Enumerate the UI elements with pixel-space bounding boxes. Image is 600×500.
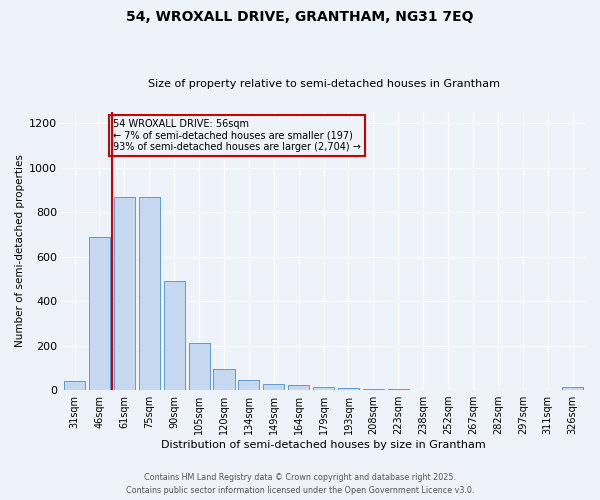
X-axis label: Distribution of semi-detached houses by size in Grantham: Distribution of semi-detached houses by … [161,440,486,450]
Y-axis label: Number of semi-detached properties: Number of semi-detached properties [15,154,25,348]
Bar [288,385,309,390]
Bar [164,281,185,390]
Bar [139,196,160,390]
Text: 54, WROXALL DRIVE, GRANTHAM, NG31 7EQ: 54, WROXALL DRIVE, GRANTHAM, NG31 7EQ [126,10,474,24]
Bar [263,384,284,390]
Bar [313,388,334,390]
Text: 54 WROXALL DRIVE: 56sqm
← 7% of semi-detached houses are smaller (197)
93% of se: 54 WROXALL DRIVE: 56sqm ← 7% of semi-det… [113,118,361,152]
Bar [114,196,135,390]
Bar [64,381,85,390]
Bar [562,388,583,390]
Title: Size of property relative to semi-detached houses in Grantham: Size of property relative to semi-detach… [148,79,500,89]
Bar [238,380,259,390]
Bar [188,344,209,390]
Bar [89,236,110,390]
Bar [214,369,235,390]
Bar [363,389,384,390]
Bar [338,388,359,390]
Text: Contains HM Land Registry data © Crown copyright and database right 2025.
Contai: Contains HM Land Registry data © Crown c… [126,474,474,495]
